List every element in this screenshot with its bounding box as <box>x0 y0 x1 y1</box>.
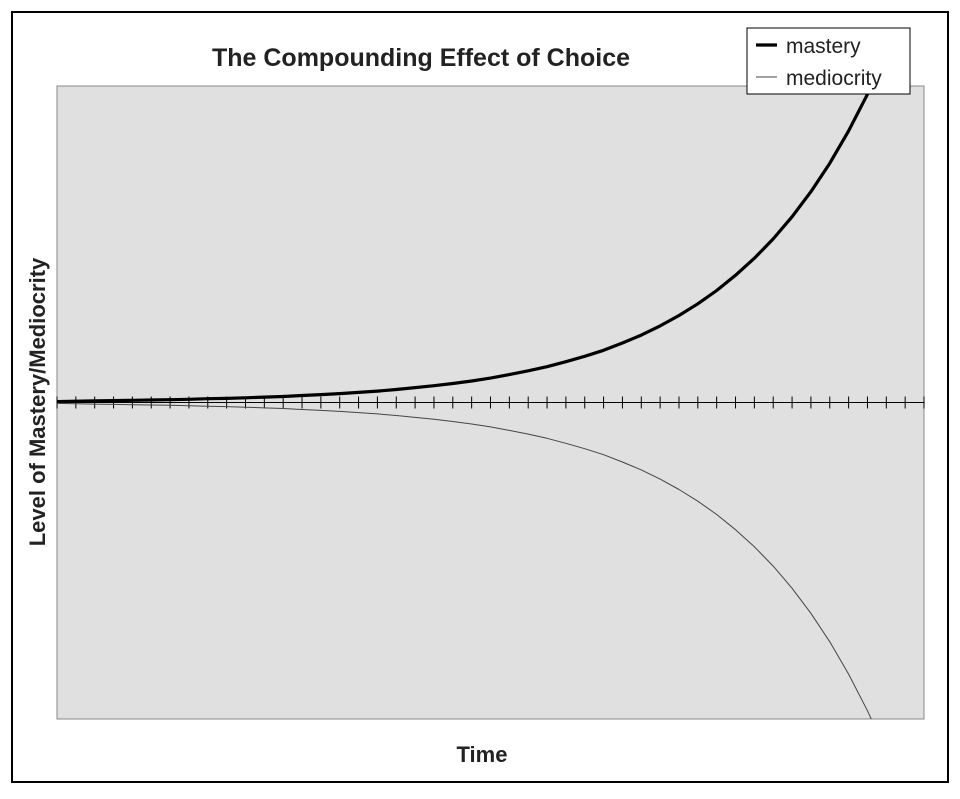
y-axis-label: Level of Mastery/Mediocrity <box>25 257 50 546</box>
series-line-mastery <box>57 86 873 404</box>
series-line-mediocrity <box>57 402 872 719</box>
legend-label-mastery: mastery <box>786 35 861 58</box>
series-layer <box>57 86 873 719</box>
legend-box <box>746 27 911 95</box>
chart-title: The Compounding Effect of Choice <box>212 44 630 72</box>
x-axis-label: Time <box>457 742 508 767</box>
legend: mastery mediocrity <box>746 27 911 95</box>
legend-label-mediocrity: mediocrity <box>786 67 882 90</box>
